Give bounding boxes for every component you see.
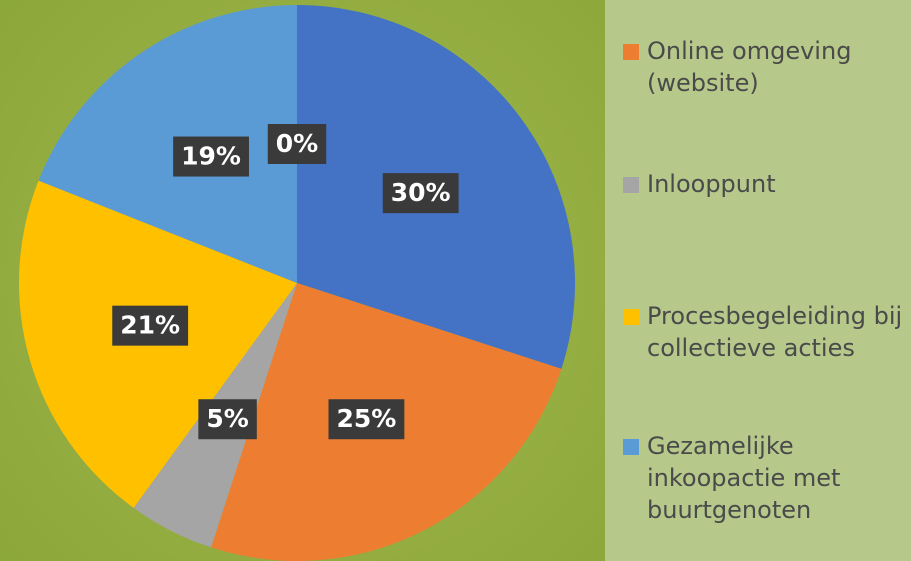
legend: Online omgeving (website) Inlooppunt Proce… <box>605 0 911 561</box>
data-label: 0% <box>267 124 327 164</box>
legend-label: Online omgeving (website) <box>647 37 852 97</box>
legend-label: Inlooppunt <box>647 170 776 198</box>
legend-swatch <box>623 44 639 60</box>
legend-label: Gezamelijke inkoopactie met buurtgenoten <box>647 432 841 524</box>
data-label: 19% <box>173 136 249 177</box>
data-label-text: 0% <box>276 129 318 158</box>
data-label-box <box>267 124 327 164</box>
legend-swatch <box>623 309 639 325</box>
legend-item: Inlooppunt <box>623 168 911 200</box>
legend-item: Online omgeving (website) <box>623 35 911 99</box>
data-label-box <box>198 399 257 440</box>
legend-swatch <box>623 439 639 455</box>
pie-area: 30% 25% 5% 21% 19% 0% <box>19 4 575 561</box>
legend-item: Gezamelijke inkoopactie met buurtgenoten <box>623 430 911 526</box>
data-label-text: 30% <box>391 178 451 207</box>
data-label: 30% <box>382 173 459 214</box>
data-label-text: 19% <box>181 142 241 171</box>
legend-label: Procesbegeleiding bij collectieve acties <box>647 302 903 362</box>
data-label-text: 21% <box>120 311 180 340</box>
legend-item: Procesbegeleiding bij collectieve acties <box>623 300 911 364</box>
pie-slice <box>38 4 298 283</box>
data-label-box <box>328 399 405 440</box>
data-label: 5% <box>198 399 257 440</box>
data-label-text: 25% <box>336 404 396 433</box>
data-label: 21% <box>112 305 189 346</box>
data-label-text: 5% <box>206 404 248 433</box>
data-label: 25% <box>328 399 405 440</box>
data-label-box <box>173 136 249 177</box>
data-label-box <box>382 173 459 214</box>
legend-swatch <box>623 177 639 193</box>
data-label-box <box>112 305 189 346</box>
